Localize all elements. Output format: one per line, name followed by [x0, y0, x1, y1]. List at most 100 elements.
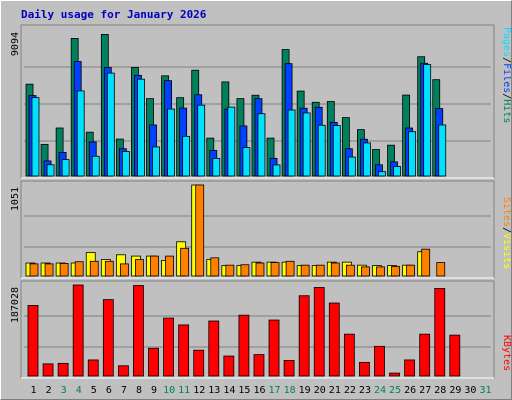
- bar-kbytes-day-1: [27, 305, 39, 377]
- y-max-label: 1051: [10, 187, 21, 211]
- x-tick-day-3: 3: [61, 385, 67, 396]
- bar-sites-day-19: [300, 264, 310, 277]
- bar-sites-day-16: [255, 262, 265, 277]
- graph-title: Daily usage for January 2026: [21, 8, 207, 21]
- bar-pages-day-20: [317, 124, 326, 177]
- x-tick-day-30: 30: [464, 385, 476, 396]
- bar-kbytes-day-21: [328, 302, 340, 377]
- x-tick-day-7: 7: [121, 385, 127, 396]
- bar-sites-day-13: [210, 257, 220, 277]
- x-tick-day-8: 8: [136, 385, 142, 396]
- y-axis-legend: Sites/Visits: [501, 197, 511, 269]
- x-tick-day-4: 4: [76, 385, 82, 396]
- x-tick-day-18: 18: [284, 385, 296, 396]
- legend-visits: Visits: [501, 233, 511, 269]
- y-max-label: 9094: [10, 32, 21, 56]
- y-axis-legend: Pages/Files/Hits: [501, 27, 511, 123]
- bar-sites-day-23: [361, 266, 370, 277]
- legend-files: Files: [501, 63, 511, 93]
- x-tick-day-17: 17: [269, 385, 281, 396]
- legend-separator: /: [501, 57, 511, 63]
- panel-visits-sites: 1051 Sites/Visits: [10, 180, 511, 279]
- bar-sites-day-15: [240, 264, 250, 277]
- legend-sites: Sites: [501, 197, 511, 227]
- bar-pages-day-19: [302, 112, 311, 177]
- bar-pages-day-9: [152, 146, 160, 177]
- bar-sites-day-11: [180, 247, 190, 277]
- x-tick-day-27: 27: [419, 385, 431, 396]
- x-tick-day-21: 21: [329, 385, 341, 396]
- bar-pages-day-25: [393, 166, 401, 177]
- x-tick-day-23: 23: [359, 385, 371, 396]
- bar-pages-day-3: [61, 159, 70, 177]
- bar-sites-day-27: [421, 248, 431, 277]
- bar-kbytes-day-20: [313, 287, 325, 377]
- legend-kbytes: KBytes: [501, 335, 511, 371]
- panel-kbytes: 187028 KBytes: [10, 280, 511, 379]
- x-tick-day-26: 26: [404, 385, 416, 396]
- x-tick-day-24: 24: [374, 385, 386, 396]
- x-tick-day-6: 6: [106, 385, 112, 396]
- x-tick-day-16: 16: [253, 385, 265, 396]
- legend-hits: Hits: [501, 99, 511, 123]
- legend-pages: Pages: [501, 27, 511, 57]
- bar-sites-day-6: [104, 260, 114, 277]
- bar-kbytes-day-9: [148, 347, 159, 377]
- bar-pages-day-17: [272, 164, 281, 177]
- x-tick-day-28: 28: [434, 385, 446, 396]
- bar-sites-day-28: [436, 262, 446, 277]
- legend-separator: /: [501, 93, 511, 99]
- bar-pages-day-6: [106, 72, 115, 177]
- bar-kbytes-day-29: [449, 334, 461, 377]
- x-tick-day-9: 9: [151, 385, 157, 396]
- bar-kbytes-day-22: [343, 333, 355, 377]
- y-max-label: 187028: [10, 287, 21, 323]
- bar-sites-day-22: [345, 264, 355, 277]
- bar-kbytes-day-11: [178, 324, 190, 377]
- bar-sites-day-8: [135, 259, 144, 277]
- bar-pages-day-1: [31, 97, 40, 177]
- bar-kbytes-day-6: [102, 299, 114, 377]
- bar-pages-day-26: [408, 131, 417, 177]
- x-tick-day-15: 15: [238, 385, 250, 396]
- bar-kbytes-day-15: [238, 314, 250, 377]
- bar-pages-day-4: [76, 90, 85, 177]
- bar-pages-day-15: [242, 147, 251, 177]
- bar-pages-day-28: [438, 124, 447, 177]
- x-tick-day-25: 25: [389, 385, 401, 396]
- panel-hits-files-pages: 9094 Pages/Files/Hits: [10, 24, 511, 179]
- x-tick-day-20: 20: [314, 385, 326, 396]
- x-tick-day-31: 31: [479, 385, 491, 396]
- bar-sites-day-26: [406, 264, 416, 277]
- x-tick-day-29: 29: [449, 385, 461, 396]
- bar-kbytes-day-17: [268, 319, 280, 377]
- x-tick-day-19: 19: [299, 385, 311, 396]
- bar-kbytes-day-26: [404, 359, 416, 377]
- bar-kbytes-day-12: [193, 349, 205, 377]
- bar-sites-day-14: [225, 264, 235, 277]
- x-tick-day-1: 1: [31, 385, 37, 396]
- bar-sites-day-7: [119, 263, 129, 277]
- bar-kbytes-day-4: [72, 284, 84, 377]
- x-tick-day-11: 11: [178, 385, 190, 396]
- bar-kbytes-day-5: [87, 359, 99, 377]
- bar-kbytes-day-3: [57, 362, 69, 377]
- bar-kbytes-day-2: [42, 363, 54, 377]
- bar-pages-day-7: [121, 151, 130, 177]
- bar-pages-day-10: [167, 108, 175, 177]
- bar-pages-day-12: [197, 104, 206, 177]
- x-tick-day-2: 2: [46, 385, 52, 396]
- bar-sites-day-2: [44, 263, 54, 277]
- bar-kbytes-day-14: [223, 355, 235, 377]
- bar-pages-day-5: [91, 155, 100, 177]
- bar-pages-day-14: [227, 106, 236, 177]
- bar-pages-day-8: [137, 78, 145, 177]
- bar-kbytes-day-18: [283, 360, 295, 377]
- bar-pages-day-21: [332, 125, 341, 177]
- bar-sites-day-1: [29, 263, 39, 277]
- bar-pages-day-22: [347, 156, 356, 177]
- bar-sites-day-25: [391, 266, 400, 277]
- bar-kbytes-day-25: [389, 372, 400, 377]
- bar-sites-day-20: [315, 264, 325, 277]
